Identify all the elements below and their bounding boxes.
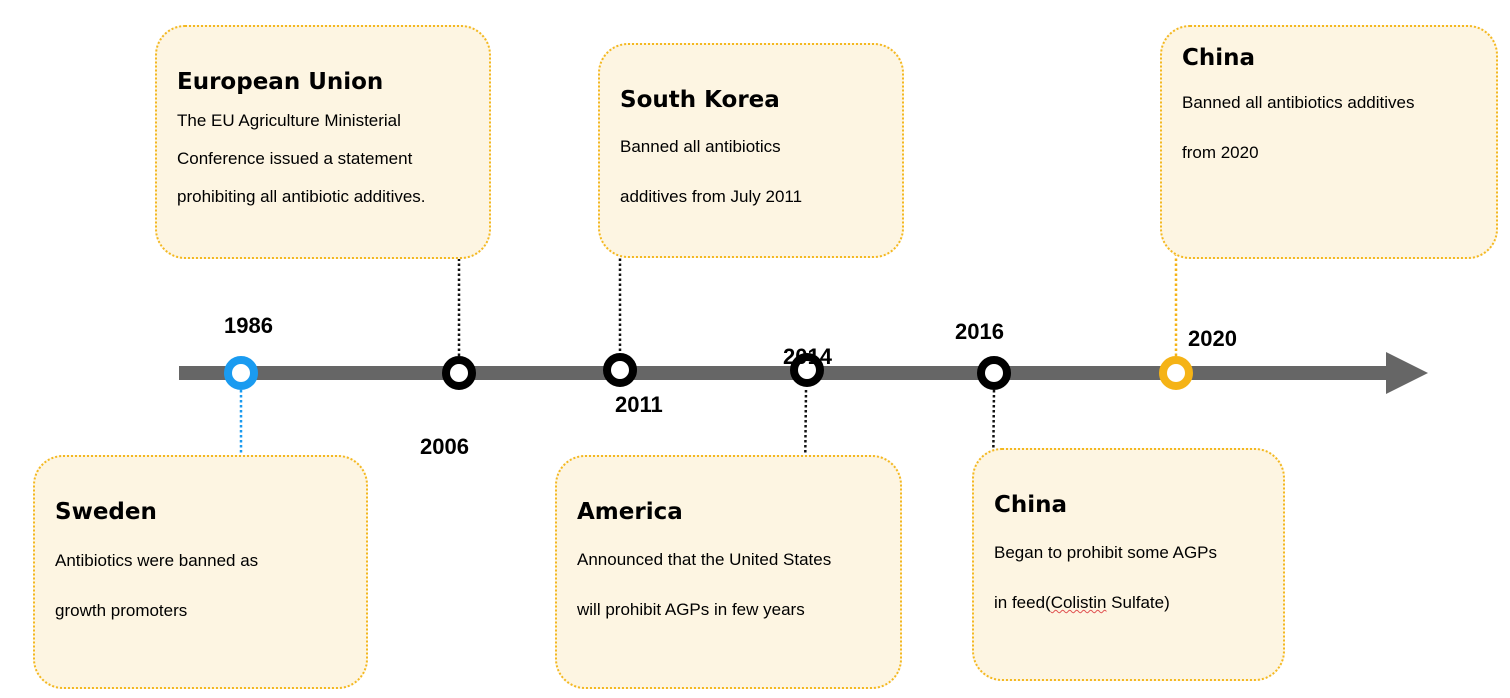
text-segment: Sulfate) [1106,593,1170,612]
event-text-line: Banned all antibiotics [620,137,781,156]
event-card-america: America Announced that the United States… [555,455,902,689]
node-2020 [1159,356,1193,390]
event-title: America [577,499,683,525]
year-label-2016: 2016 [955,319,1004,344]
event-card-china-2016: China Began to prohibit some AGPs in fee… [972,448,1285,681]
node-2016 [977,356,1011,390]
event-text-line: The EU Agriculture Ministerial [177,111,401,130]
year-label-2006: 2006 [420,434,469,459]
year-label-2020: 2020 [1188,326,1237,351]
event-card-south-korea: South Korea Banned all antibiotics addit… [598,43,904,258]
event-text-line: Banned all antibiotics additives [1182,93,1415,112]
event-text-line: Antibiotics were banned as [55,551,259,570]
event-title: Sweden [55,499,157,525]
event-text-line: Conference issued a statement [177,149,413,168]
node-2014 [790,353,824,387]
axis-arrowhead [1386,352,1428,394]
event-text-line: growth promoters [55,601,188,620]
event-text-line: prohibiting all antibiotic additives. [177,187,426,206]
spellcheck-underlined-word: Colistin [1050,593,1107,612]
event-card-sweden: Sweden Antibiotics were banned as growth… [33,455,368,689]
event-card-european-union: European Union The EU Agriculture Minist… [155,25,491,259]
event-title: China [994,492,1068,518]
year-label-2014: 2014 [783,344,832,369]
event-text-line: Began to prohibit some AGPs [994,543,1218,562]
event-text-line: will prohibit AGPs in few years [577,600,805,619]
text-segment: in feed( [994,593,1051,612]
node-2011 [603,353,637,387]
year-label-2011: 2011 [615,392,663,417]
event-text-line: in feed(Colistin Sulfate) [994,593,1263,613]
event-title: China [1182,45,1256,71]
timeline-axis [179,366,1391,380]
node-2006 [442,356,476,390]
event-text-line: from 2020 [1182,143,1259,162]
event-text-line: Announced that the United States [577,550,832,569]
node-1986 [224,356,258,390]
year-label-1986: 1986 [224,313,273,338]
event-title: European Union [177,69,384,95]
event-text-line: additives from July 2011 [620,187,803,206]
event-title: South Korea [620,87,780,113]
event-card-china-2020: China Banned all antibiotics additives f… [1160,25,1498,259]
